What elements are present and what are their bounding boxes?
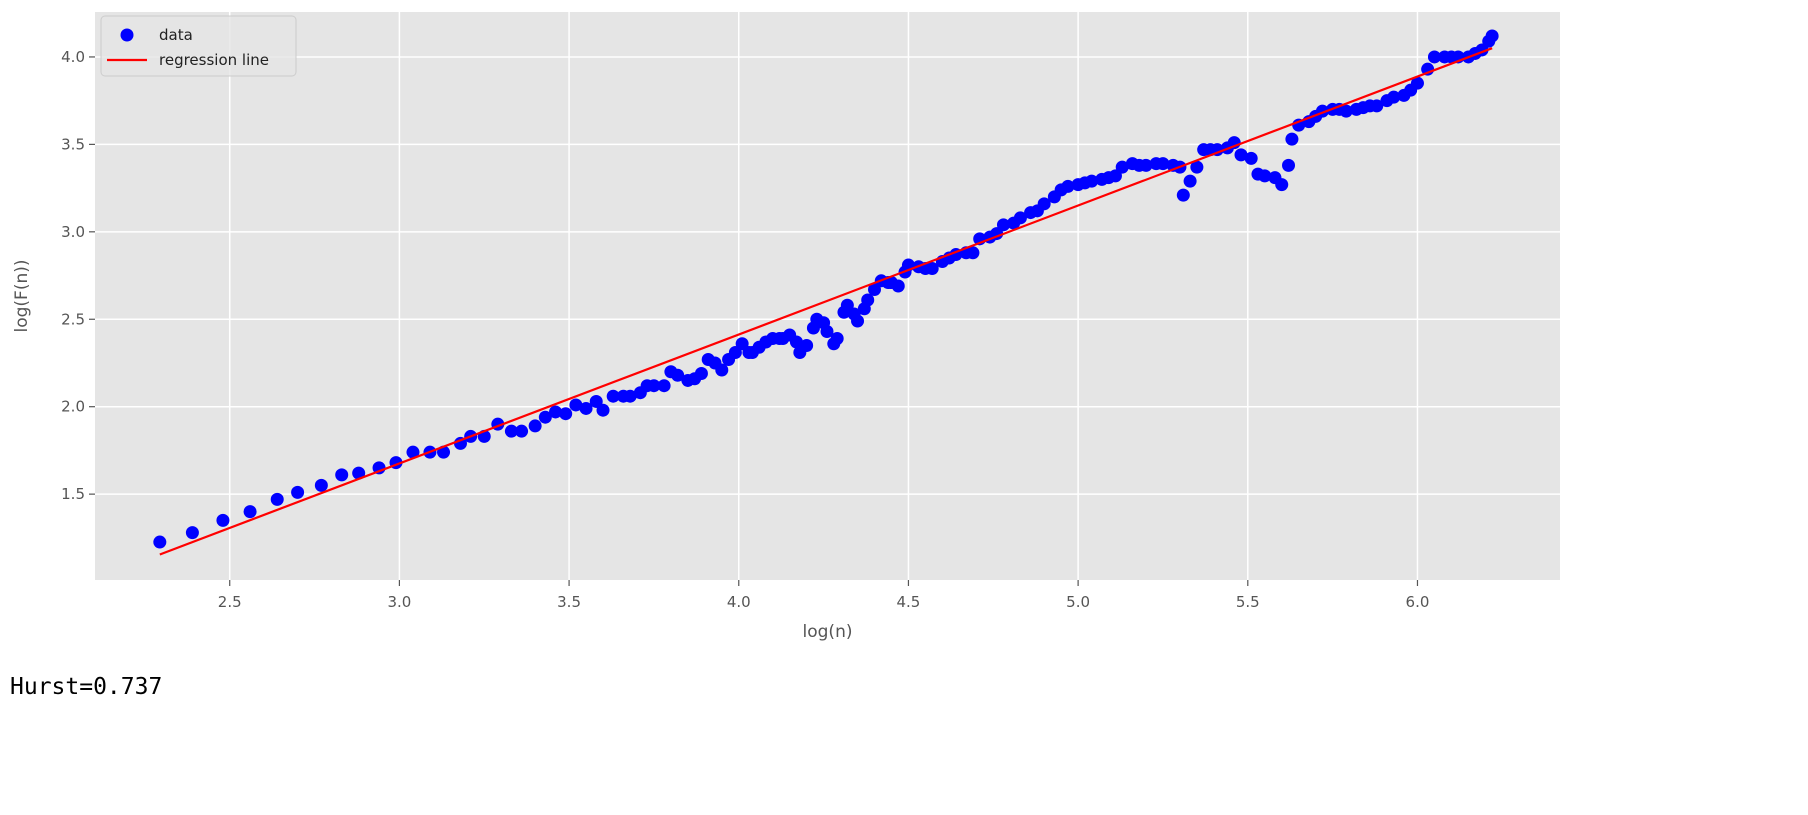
data-point <box>1258 169 1272 183</box>
x-tick-label: 6.0 <box>1406 593 1430 611</box>
data-point <box>1115 160 1129 174</box>
legend-label: data <box>159 26 193 44</box>
data-point <box>1387 90 1401 104</box>
data-point <box>335 468 349 482</box>
data-point <box>606 389 620 403</box>
data-point <box>1244 151 1258 165</box>
data-point <box>1183 174 1197 188</box>
data-point <box>406 445 420 459</box>
data-point <box>589 394 603 408</box>
x-axis-label: log(n) <box>803 622 853 642</box>
data-point <box>1339 104 1353 118</box>
data-point <box>352 466 366 480</box>
data-point <box>291 485 305 499</box>
data-point <box>528 419 542 433</box>
data-point <box>216 513 230 527</box>
legend-marker <box>120 28 134 42</box>
data-point <box>671 368 685 382</box>
chart: 2.5 3.0 3.5 4.0 4.5 5.0 5.5 6.0 1.5 2.0 2.5 3.0 3.5 4… <box>12 12 1560 642</box>
data-point <box>314 478 328 492</box>
data-point <box>996 218 1010 232</box>
data-point <box>1108 169 1122 183</box>
data-point <box>840 298 854 312</box>
data-point <box>1427 50 1441 64</box>
data-point <box>1282 158 1296 172</box>
data-point <box>1275 178 1289 192</box>
data-point <box>453 436 467 450</box>
y-tick-label: 1.5 <box>61 485 85 503</box>
data-point <box>891 279 905 293</box>
x-tick-label: 4.5 <box>897 593 921 611</box>
data-point <box>270 492 284 506</box>
data-point <box>243 505 257 519</box>
y-tick-label: 4.0 <box>61 48 85 66</box>
data-point <box>1085 174 1099 188</box>
data-point <box>715 363 729 377</box>
data-point <box>1410 76 1424 90</box>
data-point <box>820 325 834 338</box>
data-point <box>657 379 671 393</box>
y-tick-label: 2.5 <box>61 310 85 328</box>
data-point <box>579 401 593 415</box>
data-point <box>538 410 552 424</box>
data-point <box>372 461 386 475</box>
x-tick-label: 4.0 <box>727 593 751 611</box>
data-point <box>966 246 980 260</box>
data-point <box>1013 211 1027 225</box>
data-point <box>925 262 939 276</box>
data-point <box>830 331 844 345</box>
data-point <box>623 389 637 403</box>
data-point <box>1061 179 1075 193</box>
data-point <box>851 314 865 328</box>
data-point <box>549 405 563 419</box>
data-point <box>569 398 583 412</box>
x-tick-label: 3.5 <box>557 593 581 611</box>
data-point <box>515 424 529 438</box>
y-tick-label: 3.5 <box>61 135 85 153</box>
data-point <box>800 338 814 352</box>
data-point <box>694 366 708 380</box>
output-text: Hurst=0.737 <box>10 674 163 700</box>
x-tick-label: 5.5 <box>1236 593 1260 611</box>
data-point <box>559 407 573 421</box>
data-point <box>1285 132 1299 146</box>
x-tick-label: 3.0 <box>387 593 411 611</box>
data-point <box>596 403 610 417</box>
data-point <box>1234 148 1248 162</box>
x-tick-label: 5.0 <box>1066 593 1090 611</box>
regression-line <box>159 47 1493 556</box>
data-point <box>868 283 882 297</box>
data-point <box>1156 157 1170 171</box>
data-point <box>1190 160 1204 174</box>
y-tick-label: 3.0 <box>61 223 85 241</box>
y-axis-label: log(F(n)) <box>12 260 32 333</box>
data-point <box>1139 158 1153 172</box>
data-point <box>153 535 167 549</box>
data-point <box>1370 99 1384 113</box>
data-point <box>504 424 518 438</box>
x-tick-label: 2.5 <box>218 593 242 611</box>
y-tick-label: 2.0 <box>61 398 85 416</box>
data-point <box>1485 29 1499 43</box>
data-point <box>1176 188 1190 202</box>
data-point <box>1037 197 1051 211</box>
legend-label: regression line <box>159 51 269 69</box>
data-point <box>185 526 199 540</box>
data-point <box>861 293 875 307</box>
legend-box <box>100 15 297 77</box>
data-point <box>789 335 803 349</box>
data-point <box>647 379 661 393</box>
data-point <box>735 337 749 351</box>
data-point <box>728 345 742 359</box>
